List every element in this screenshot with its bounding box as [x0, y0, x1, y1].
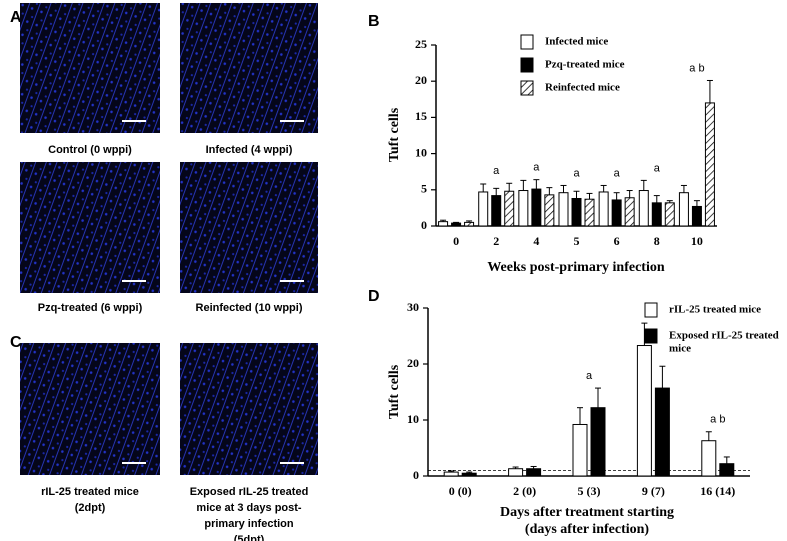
legend-label: Exposed rIL-25 treated [669, 330, 779, 342]
x-tick-label: 16 (14) [700, 484, 735, 498]
legend-label: mice [669, 343, 691, 355]
x-tick-label: 4 [533, 234, 539, 248]
image-caption: Infected (4 wppi) [206, 144, 293, 156]
significance-label: a b [689, 62, 704, 74]
micrograph [20, 343, 160, 475]
image-caption: primary infection [204, 518, 294, 530]
y-tick-label: 10 [415, 145, 427, 159]
bar [504, 190, 515, 227]
legend-swatch [644, 328, 658, 344]
x-tick-label: 9 (7) [642, 484, 665, 498]
significance-label: a [493, 165, 500, 177]
bar [478, 191, 489, 227]
x-axis-title: (days after infection) [525, 522, 649, 537]
significance-label: a [573, 167, 580, 179]
x-tick-label: 2 (0) [513, 484, 536, 498]
image-caption: Reinfected (10 wppi) [196, 302, 303, 314]
legend-swatch [520, 80, 534, 96]
bar [701, 440, 717, 477]
image-caption: (5dpt) [234, 534, 265, 541]
x-axis-title: Weeks post-primary infection [487, 260, 665, 275]
y-tick-label: 25 [415, 37, 427, 51]
micrograph [20, 3, 160, 133]
bar [508, 468, 524, 477]
bar [518, 190, 529, 227]
y-tick-label: 20 [407, 356, 419, 370]
panel-letter: D [368, 288, 380, 305]
bar [704, 102, 715, 227]
x-tick-label: 6 [614, 234, 620, 248]
bar [636, 345, 652, 477]
significance-label: a b [710, 414, 725, 426]
bar [572, 423, 588, 477]
bar [584, 198, 595, 227]
bar [558, 192, 569, 227]
y-tick-label: 0 [421, 218, 427, 232]
x-tick-label: 10 [691, 234, 703, 248]
legend-swatch [520, 57, 534, 73]
y-axis-title: Tuft cells [387, 107, 402, 162]
panel-letter: B [368, 13, 380, 30]
bar [691, 205, 702, 227]
y-tick-label: 5 [421, 182, 427, 196]
bar [678, 192, 689, 227]
legend-label: Pzq-treated mice [545, 59, 625, 71]
bar [571, 197, 582, 227]
bar [590, 407, 606, 477]
legend-label: rIL-25 treated mice [669, 304, 761, 316]
x-tick-label: 0 (0) [449, 484, 472, 498]
significance-label: a [614, 167, 621, 179]
significance-label: a [586, 370, 593, 382]
micrograph [180, 343, 318, 475]
bar [624, 197, 635, 227]
legend-label: Infected mice [545, 36, 608, 48]
panel-letter: C [10, 334, 22, 351]
bar [438, 221, 449, 227]
y-tick-label: 20 [415, 73, 427, 87]
image-caption: (2dpt) [75, 502, 106, 514]
y-axis-title: Tuft cells [387, 364, 402, 419]
x-tick-label: 0 [453, 234, 459, 248]
y-tick-label: 0 [413, 468, 419, 482]
y-tick-label: 10 [407, 412, 419, 426]
x-tick-label: 2 [493, 234, 499, 248]
image-caption: rIL-25 treated mice [41, 486, 139, 498]
x-axis-title: Days after treatment starting [500, 505, 674, 520]
bar [531, 188, 542, 227]
micrograph [180, 3, 318, 133]
bar [638, 190, 649, 227]
bar [719, 463, 735, 477]
bar [654, 387, 670, 477]
bar [461, 472, 477, 477]
bar [598, 191, 609, 227]
image-caption: Control (0 wppi) [48, 144, 132, 156]
image-caption: Pzq-treated (6 wppi) [38, 302, 143, 314]
bar [611, 199, 622, 227]
x-tick-label: 5 (3) [578, 484, 601, 498]
legend-swatch [644, 302, 658, 318]
x-tick-label: 5 [574, 234, 580, 248]
significance-label: a [654, 162, 661, 174]
image-caption: Exposed rIL-25 treated [190, 486, 309, 498]
bar [651, 202, 662, 227]
x-tick-label: 8 [654, 234, 660, 248]
y-tick-label: 30 [407, 300, 419, 314]
panel-letter: A [10, 9, 22, 26]
y-tick-label: 15 [415, 109, 427, 123]
significance-label: a [533, 162, 540, 174]
bar [526, 468, 542, 477]
bar [491, 195, 502, 227]
micrograph [180, 162, 318, 293]
legend-swatch [520, 34, 534, 50]
bar [464, 221, 475, 227]
image-caption: mice at 3 days post- [196, 502, 301, 514]
bar [664, 202, 675, 227]
bar [443, 471, 459, 477]
micrograph [20, 162, 160, 293]
legend-label: Reinfected mice [545, 82, 620, 94]
bar [451, 222, 462, 227]
bar [544, 194, 555, 227]
